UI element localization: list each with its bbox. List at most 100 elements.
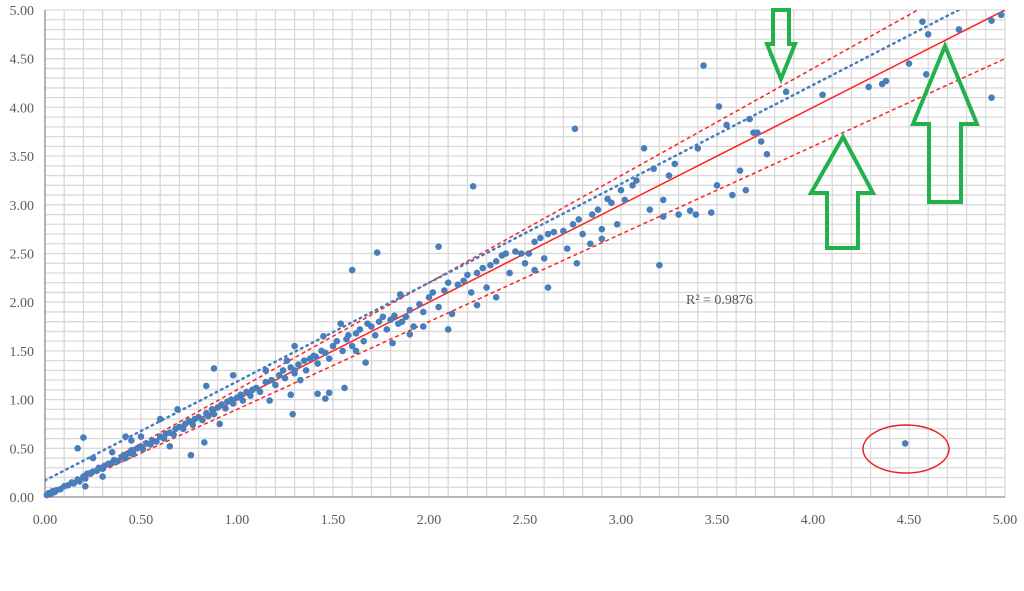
data-point — [729, 191, 736, 199]
data-point — [763, 150, 771, 158]
data-point — [517, 250, 525, 257]
data-points — [43, 11, 1005, 499]
grid — [45, 9, 1006, 497]
data-point — [531, 238, 538, 246]
data-point — [199, 416, 206, 424]
data-point — [686, 207, 694, 214]
data-point — [291, 367, 298, 374]
data-point — [435, 243, 442, 250]
data-point — [692, 211, 700, 218]
data-point — [924, 31, 932, 38]
data-point — [291, 342, 298, 350]
y-tick-label: 4.00 — [10, 101, 35, 116]
data-point — [80, 434, 87, 441]
data-point — [742, 186, 750, 194]
r-squared-label: R² = 0.9876 — [686, 293, 753, 308]
data-point — [312, 353, 320, 361]
x-tick-label: 2.00 — [417, 513, 442, 528]
data-point — [302, 367, 310, 374]
data-point — [460, 277, 467, 285]
data-point — [694, 145, 702, 152]
x-tick-label: 0.00 — [33, 513, 58, 528]
data-point — [613, 220, 621, 228]
data-point — [325, 389, 333, 397]
data-point — [416, 300, 423, 308]
data-point — [865, 83, 872, 91]
data-point — [492, 294, 500, 301]
data-point — [671, 160, 679, 168]
data-point — [467, 289, 475, 296]
data-point — [216, 420, 224, 428]
data-point — [506, 269, 513, 277]
x-tick-label: 4.00 — [801, 513, 826, 528]
data-point — [406, 306, 414, 314]
data-point — [675, 211, 682, 218]
data-point — [560, 227, 567, 235]
data-point — [575, 216, 583, 223]
data-point — [314, 390, 321, 398]
data-point — [525, 250, 533, 257]
data-point — [444, 279, 452, 287]
data-point — [333, 337, 341, 345]
data-point — [531, 266, 538, 274]
data-point — [598, 225, 606, 233]
data-point — [314, 360, 321, 367]
trendline — [45, 10, 962, 482]
y-tick-label: 0.50 — [10, 442, 35, 457]
data-point — [544, 284, 552, 291]
data-point — [922, 70, 930, 78]
data-point — [650, 165, 657, 173]
data-point — [356, 326, 364, 333]
data-point — [139, 445, 147, 453]
data-point — [598, 235, 606, 243]
y-tick-label: 2.00 — [10, 296, 35, 311]
data-point — [362, 359, 369, 366]
data-point — [715, 103, 723, 110]
data-point — [901, 440, 909, 447]
data-point — [122, 454, 129, 462]
data-point — [569, 220, 577, 228]
data-point — [153, 438, 160, 445]
data-point — [320, 332, 327, 340]
data-point — [122, 433, 129, 440]
x-tick-label: 4.50 — [897, 513, 922, 528]
data-point — [782, 88, 790, 96]
y-tick-label: 1.00 — [10, 394, 35, 409]
data-point — [300, 357, 308, 364]
data-point — [348, 342, 356, 350]
data-point — [275, 371, 283, 379]
data-point — [646, 206, 654, 213]
data-point — [128, 437, 135, 444]
data-point — [373, 249, 381, 256]
x-tick-label: 5.00 — [993, 513, 1018, 528]
data-point — [621, 196, 629, 204]
data-point — [723, 121, 730, 129]
data-point — [633, 177, 640, 184]
data-point — [410, 323, 417, 330]
data-point — [174, 406, 181, 413]
data-point — [665, 172, 673, 179]
data-point — [156, 415, 164, 423]
data-point — [919, 18, 926, 25]
data-point — [229, 371, 237, 379]
y-tick-label: 0.00 — [10, 491, 35, 506]
data-point — [469, 182, 477, 190]
data-point — [389, 339, 396, 347]
data-point — [170, 431, 177, 438]
data-point — [563, 245, 571, 252]
data-point — [537, 234, 544, 242]
data-point — [955, 26, 963, 33]
data-point — [419, 323, 427, 330]
data-point — [229, 400, 237, 407]
data-point — [571, 125, 579, 133]
data-point — [322, 395, 329, 402]
data-point — [425, 294, 433, 301]
x-tick-label: 3.50 — [705, 513, 730, 528]
data-point — [322, 349, 329, 357]
data-point — [700, 62, 707, 69]
data-point — [454, 281, 462, 288]
data-point — [204, 412, 212, 420]
data-point — [360, 337, 368, 345]
data-point — [550, 228, 558, 236]
